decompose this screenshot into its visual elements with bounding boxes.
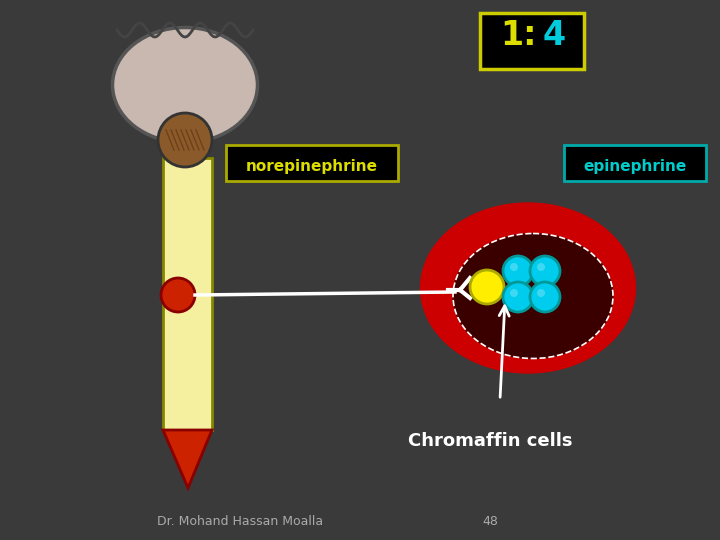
Text: norepinephrine: norepinephrine <box>246 159 378 173</box>
Circle shape <box>530 282 560 312</box>
Circle shape <box>510 289 518 297</box>
Circle shape <box>510 263 518 271</box>
Circle shape <box>537 289 545 297</box>
Circle shape <box>161 278 195 312</box>
Circle shape <box>537 263 545 271</box>
Circle shape <box>470 270 504 304</box>
Polygon shape <box>163 430 212 488</box>
Circle shape <box>503 256 533 286</box>
Text: Dr. Mohand Hassan Moalla: Dr. Mohand Hassan Moalla <box>157 515 323 528</box>
Circle shape <box>530 256 560 286</box>
Circle shape <box>503 282 533 312</box>
FancyBboxPatch shape <box>480 13 584 69</box>
FancyBboxPatch shape <box>226 145 398 181</box>
Circle shape <box>158 113 212 167</box>
Text: 4: 4 <box>543 19 566 52</box>
Text: 1:: 1: <box>500 19 536 52</box>
Polygon shape <box>163 158 212 430</box>
Ellipse shape <box>453 233 613 359</box>
Text: 48: 48 <box>482 515 498 528</box>
Ellipse shape <box>112 28 258 143</box>
FancyBboxPatch shape <box>564 145 706 181</box>
Text: epinephrine: epinephrine <box>583 159 687 173</box>
Text: Chromaffin cells: Chromaffin cells <box>408 432 572 450</box>
Ellipse shape <box>420 203 636 373</box>
